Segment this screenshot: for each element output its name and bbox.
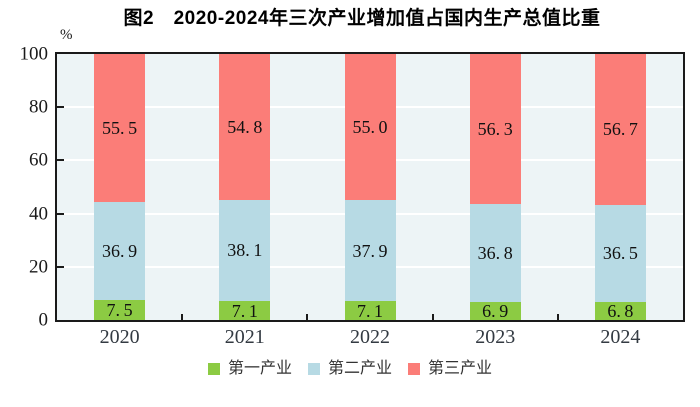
bar-value-label: 36. 5 <box>602 243 638 264</box>
y-axis-tick <box>57 212 64 215</box>
legend-swatch-icon <box>408 363 420 375</box>
x-axis-label: 2022 <box>350 326 390 348</box>
legend-item-secondary-industry: 第二产业 <box>307 360 392 377</box>
bar-segment-secondary-industry-2024: 36. 5 <box>594 204 646 302</box>
legend-item-primary-industry: 第一产业 <box>207 360 292 377</box>
y-axis-label: 100 <box>19 43 49 65</box>
y-axis-tick <box>57 106 64 109</box>
bar-value-label: 55. 5 <box>102 118 138 139</box>
x-axis-label: 2020 <box>99 326 140 348</box>
x-axis-label: 2023 <box>475 326 516 348</box>
y-axis-label: 60 <box>29 149 48 171</box>
bar-segment-secondary-industry-2021: 38. 1 <box>219 199 271 302</box>
bar-segment-tertiary-industry-2023: 56. 3 <box>469 54 521 204</box>
legend-swatch-icon <box>207 363 220 375</box>
x-axis-tick <box>181 314 184 320</box>
legend-label: 第二产业 <box>327 360 392 377</box>
bar-segment-secondary-industry-2023: 36. 8 <box>469 203 521 302</box>
x-axis-tick <box>556 314 559 320</box>
x-axis-tick <box>431 314 434 320</box>
bar-value-label: 56. 7 <box>602 119 638 140</box>
bar-segment-tertiary-industry-2021: 54. 8 <box>219 54 271 200</box>
bar-segment-primary-industry-2021: 7. 1 <box>219 300 271 321</box>
y-axis-tick <box>57 265 64 268</box>
bar-segment-secondary-industry-2022: 37. 9 <box>344 200 396 302</box>
x-axis-label: 2021 <box>224 326 265 348</box>
bar-value-label: 7. 1 <box>231 300 258 321</box>
plot-area: 7. 5 36. 9 55. 5 7. 1 38. 1 54. 8 7. 1 37. 9 55.… <box>55 52 685 322</box>
y-axis-tick <box>57 159 64 162</box>
bar-value-label: 55. 0 <box>352 117 388 138</box>
bar-segment-primary-industry-2023: 6. 9 <box>469 300 521 321</box>
bar-segment-tertiary-industry-2024: 56. 7 <box>594 54 646 205</box>
y-axis-unit-label: % <box>60 27 73 43</box>
bar-value-label: 6. 9 <box>482 300 509 321</box>
y-axis-label: 20 <box>29 256 48 278</box>
legend-label: 第一产业 <box>227 360 292 377</box>
chart-title: 图2 2020-2024年三次产业增加值占国内生产总值比重 <box>123 8 601 29</box>
bar-value-label: 54. 8 <box>227 116 263 137</box>
legend-swatch-icon <box>307 363 320 375</box>
bar-segment-tertiary-industry-2020: 55. 5 <box>94 54 146 202</box>
bar-segment-tertiary-industry-2022: 55. 0 <box>344 54 396 201</box>
bar-value-label: 7. 5 <box>106 300 133 321</box>
y-axis-label: 0 <box>38 309 49 331</box>
bar-value-label: 37. 9 <box>352 240 388 261</box>
legend: 第一产业 第二产业 第三产业 <box>0 361 700 377</box>
bar-segment-primary-industry-2024: 6. 8 <box>594 300 646 321</box>
bar-value-label: 38. 1 <box>227 240 263 261</box>
x-axis-label: 2024 <box>600 326 641 348</box>
bar-value-label: 7. 1 <box>356 300 384 321</box>
legend-item-tertiary-industry: 第三产业 <box>408 361 492 377</box>
x-axis-tick <box>306 314 309 320</box>
y-axis-label: 40 <box>29 203 48 225</box>
bar-value-label: 36. 8 <box>477 242 513 263</box>
bar-value-label: 56. 3 <box>477 118 513 139</box>
bar-value-label: 6. 8 <box>607 300 634 321</box>
bar-segment-primary-industry-2022: 7. 1 <box>344 300 396 321</box>
y-axis-label: 80 <box>29 96 48 118</box>
bar-value-label: 36. 9 <box>102 240 138 261</box>
bar-segment-primary-industry-2020: 7. 5 <box>94 300 146 321</box>
bar-segment-secondary-industry-2020: 36. 9 <box>94 201 146 301</box>
legend-label: 第三产业 <box>428 360 493 377</box>
